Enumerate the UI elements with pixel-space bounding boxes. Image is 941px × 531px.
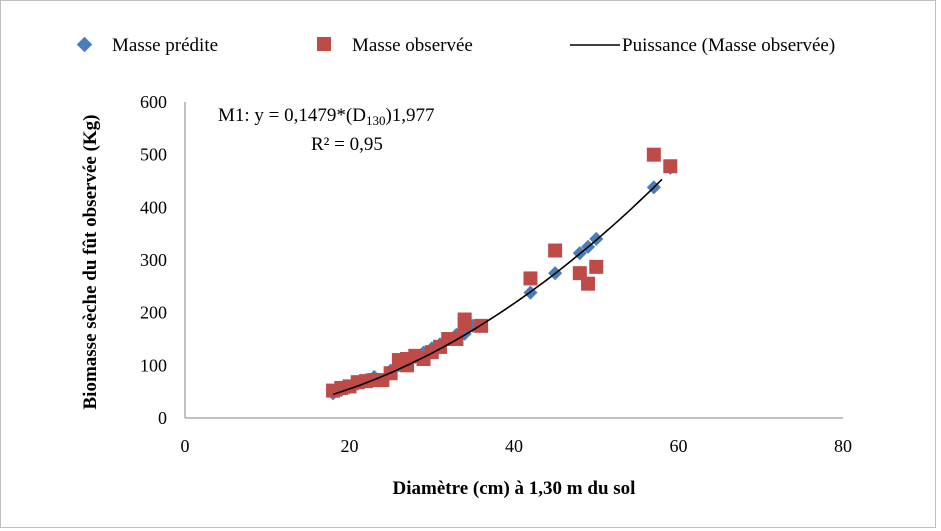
x-tick-label: 60: [670, 436, 688, 456]
y-tick-label: 300: [140, 250, 167, 270]
y-tick-label: 400: [140, 197, 167, 217]
x-tick-label: 20: [341, 436, 359, 456]
legend-label-observed: Masse observée: [352, 35, 473, 56]
x-axis-title: Diamètre (cm) à 1,30 m du sol: [393, 478, 636, 499]
x-tick-label: 0: [181, 436, 190, 456]
y-axis-title: Biomasse sèche du fût observée (Kg): [80, 115, 101, 410]
observed-point: [458, 317, 472, 331]
observed-point: [523, 271, 537, 285]
legend: Masse prédite Masse observée Puissance (…: [77, 35, 835, 56]
x-tick-label: 40: [505, 436, 523, 456]
trend-equation-subscript: 130: [366, 113, 386, 128]
observed-point: [548, 244, 562, 258]
legend-marker-observed: [317, 37, 331, 51]
trend-equation-suffix: )1,977: [385, 105, 434, 126]
observed-point: [581, 277, 595, 291]
y-tick-label: 600: [140, 92, 167, 112]
y-tick-label: 100: [140, 355, 167, 375]
x-tick-label: 80: [834, 436, 852, 456]
y-tick-label: 200: [140, 303, 167, 323]
y-tick-label: 500: [140, 145, 167, 165]
legend-label-trend: Puissance (Masse observée): [622, 35, 835, 56]
trend-r-squared: R² = 0,95: [311, 134, 383, 155]
trend-equation-prefix: M1: y = 0,1479*(D: [218, 105, 366, 126]
legend-label-predicted: Masse prédite: [112, 35, 218, 56]
y-tick-label: 0: [158, 408, 167, 428]
trend-equation: M1: y = 0,1479*(D130)1,977: [218, 105, 435, 128]
observed-point: [589, 260, 603, 274]
observed-point: [663, 159, 677, 173]
observed-point: [647, 148, 661, 162]
